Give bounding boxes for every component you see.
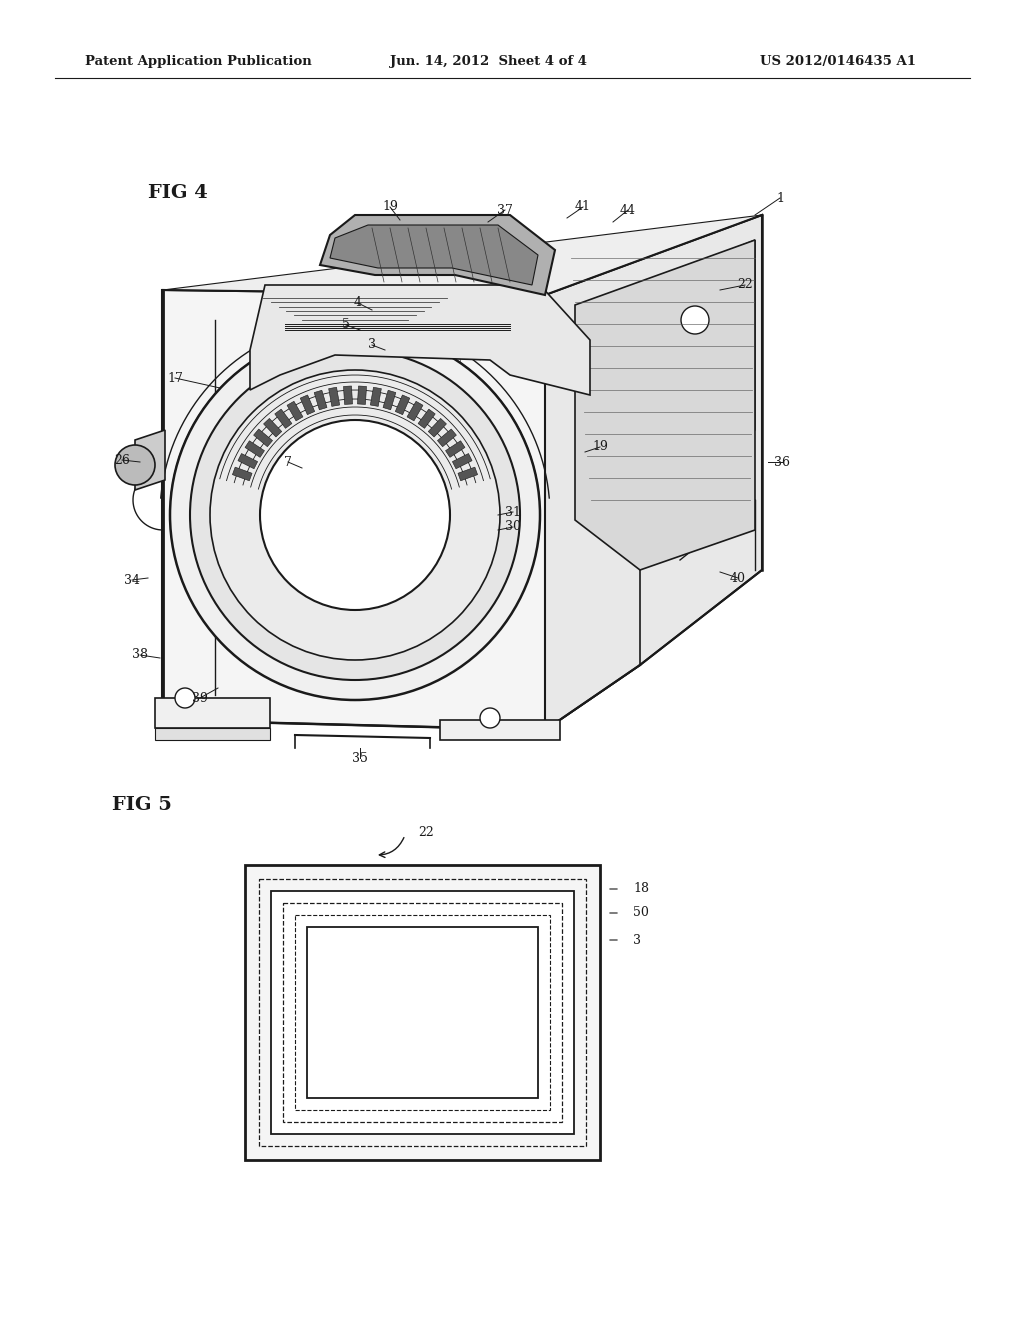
Bar xyxy=(295,915,550,1110)
Polygon shape xyxy=(371,387,381,407)
Polygon shape xyxy=(445,441,465,457)
Circle shape xyxy=(210,370,500,660)
Text: FIG 4: FIG 4 xyxy=(148,183,208,202)
Text: 4: 4 xyxy=(354,297,362,309)
Polygon shape xyxy=(343,385,352,404)
Text: 39: 39 xyxy=(193,692,208,705)
Bar xyxy=(283,903,562,1122)
Polygon shape xyxy=(437,429,457,446)
Text: 18: 18 xyxy=(633,883,649,895)
Polygon shape xyxy=(575,240,755,570)
Polygon shape xyxy=(245,441,264,457)
Circle shape xyxy=(480,708,500,729)
Polygon shape xyxy=(578,240,755,490)
Text: 31: 31 xyxy=(505,506,521,519)
Polygon shape xyxy=(250,285,590,395)
Polygon shape xyxy=(418,409,435,429)
Polygon shape xyxy=(407,401,423,421)
Text: 1: 1 xyxy=(776,191,784,205)
Polygon shape xyxy=(274,409,292,429)
Text: 19: 19 xyxy=(592,441,608,454)
Polygon shape xyxy=(238,454,258,469)
Polygon shape xyxy=(162,290,640,730)
Text: 26: 26 xyxy=(114,454,130,466)
Polygon shape xyxy=(163,215,762,294)
Text: 3: 3 xyxy=(368,338,376,351)
Polygon shape xyxy=(395,395,410,414)
Text: 35: 35 xyxy=(352,751,368,764)
Polygon shape xyxy=(329,387,340,407)
Text: US 2012/0146435 A1: US 2012/0146435 A1 xyxy=(760,55,916,69)
Polygon shape xyxy=(314,391,327,409)
Text: 40: 40 xyxy=(730,572,746,585)
Polygon shape xyxy=(440,719,560,741)
Text: 7: 7 xyxy=(284,455,292,469)
Polygon shape xyxy=(383,391,396,409)
Polygon shape xyxy=(330,224,538,285)
Circle shape xyxy=(115,445,155,484)
Text: 37: 37 xyxy=(497,203,513,216)
Text: 3: 3 xyxy=(633,933,641,946)
Bar xyxy=(307,927,538,1098)
Polygon shape xyxy=(135,430,165,490)
Polygon shape xyxy=(319,215,555,294)
Polygon shape xyxy=(155,698,270,729)
Text: 22: 22 xyxy=(418,825,434,838)
Polygon shape xyxy=(458,467,477,480)
Text: 19: 19 xyxy=(382,201,398,214)
Polygon shape xyxy=(263,418,282,437)
Polygon shape xyxy=(357,385,367,404)
Polygon shape xyxy=(453,454,472,469)
Text: Patent Application Publication: Patent Application Publication xyxy=(85,55,311,69)
Text: 17: 17 xyxy=(167,371,183,384)
Circle shape xyxy=(681,306,709,334)
Text: 30: 30 xyxy=(505,520,521,533)
Circle shape xyxy=(170,330,540,700)
Polygon shape xyxy=(428,418,446,437)
Polygon shape xyxy=(155,729,270,741)
Circle shape xyxy=(175,688,195,708)
Text: 44: 44 xyxy=(620,203,636,216)
Bar xyxy=(245,865,600,1160)
Text: Jun. 14, 2012  Sheet 4 of 4: Jun. 14, 2012 Sheet 4 of 4 xyxy=(390,55,587,69)
Text: 41: 41 xyxy=(575,201,591,214)
Bar xyxy=(259,879,586,1146)
Text: 50: 50 xyxy=(633,907,649,920)
Polygon shape xyxy=(300,395,314,414)
Bar xyxy=(271,891,574,1134)
Text: 5: 5 xyxy=(342,318,350,331)
Text: 36: 36 xyxy=(774,455,790,469)
Text: 34: 34 xyxy=(124,573,140,586)
Polygon shape xyxy=(232,467,252,480)
Text: 22: 22 xyxy=(737,279,753,292)
Circle shape xyxy=(260,420,450,610)
Polygon shape xyxy=(545,215,762,730)
Polygon shape xyxy=(254,429,272,446)
Text: 38: 38 xyxy=(132,648,148,661)
Text: FIG 5: FIG 5 xyxy=(112,796,172,814)
Circle shape xyxy=(190,350,520,680)
Polygon shape xyxy=(287,401,303,421)
